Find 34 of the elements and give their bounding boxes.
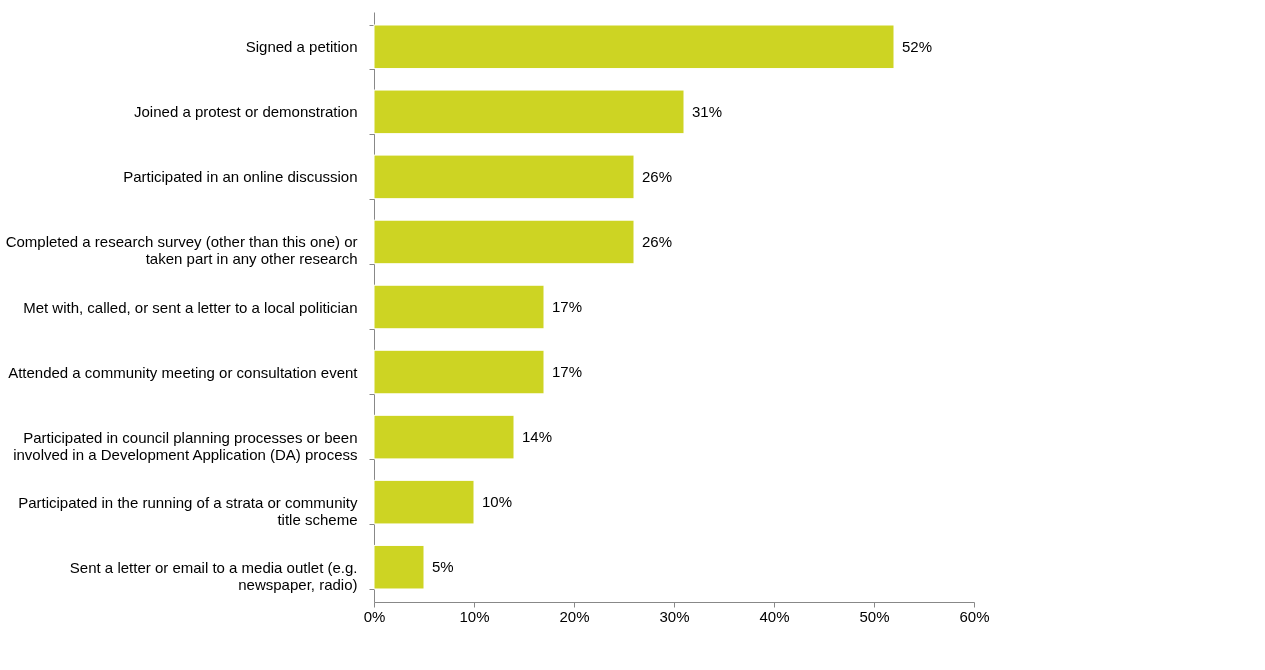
x-tick-label: 0% (363, 607, 386, 625)
bar (373, 154, 635, 200)
y-tick-label: Participated in an online discussion (123, 168, 358, 186)
bar (373, 219, 635, 265)
y-tick-label: Joined a protest or demonstration (134, 103, 358, 121)
data-label: 17% (552, 363, 583, 381)
data-label: 17% (552, 298, 583, 315)
data-label: 52% (902, 37, 933, 55)
bar (373, 89, 685, 135)
y-tick-label: Sent a letter or email to a media outlet (e.g. newspaper, radio) (69, 558, 358, 593)
data-label: 14% (522, 428, 553, 446)
data-label: 26% (642, 167, 673, 185)
data-label: 26% (642, 232, 673, 250)
y-tick-label: Signed a petition (245, 38, 358, 56)
bar (373, 349, 545, 395)
bar (373, 24, 895, 70)
y-tick-label: Attended a community meeting or consultation event (8, 363, 359, 381)
data-label: 10% (482, 493, 513, 511)
y-tick-label: Met with, called, or sent a letter to a local politician (23, 298, 358, 316)
data-label: 5% (432, 558, 454, 576)
y-tick-label: Completed a research survey (other than this one) or taken part in any other research (5, 233, 358, 268)
x-tick-label: 10% (459, 607, 490, 625)
y-tick-label: Participated in council planning processes or been involved in a Development Application (DA) process (13, 428, 358, 463)
x-tick-label: 60% (959, 607, 990, 625)
x-tick-label: 50% (859, 607, 890, 625)
x-tick-label: 20% (559, 607, 590, 625)
x-tick-label: 40% (759, 607, 790, 625)
bar (373, 414, 515, 460)
bar (373, 544, 425, 590)
x-tick-label: 30% (659, 607, 690, 625)
y-tick-label: Participated in the running of a strata or community title scheme (18, 493, 358, 528)
bar (373, 479, 475, 525)
data-label: 31% (692, 102, 723, 120)
bar (373, 284, 545, 330)
